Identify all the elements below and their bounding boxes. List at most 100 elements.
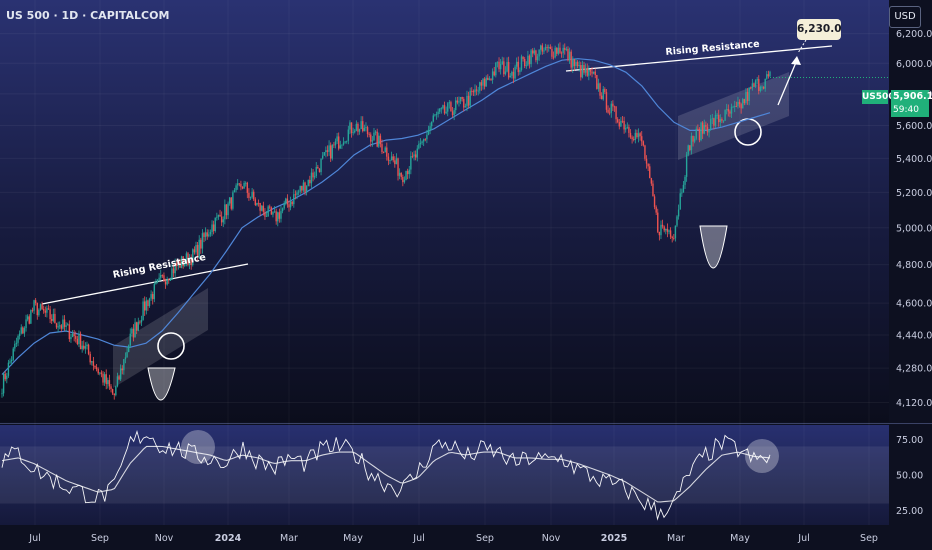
candle bbox=[493, 71, 495, 76]
candle bbox=[265, 216, 268, 217]
candle bbox=[552, 56, 555, 58]
candle bbox=[26, 316, 29, 320]
candle bbox=[689, 145, 691, 151]
candle bbox=[339, 145, 342, 149]
candle bbox=[121, 368, 123, 371]
candle bbox=[196, 244, 199, 257]
candle bbox=[719, 119, 721, 123]
candle bbox=[86, 344, 88, 347]
candle bbox=[496, 61, 499, 63]
candle bbox=[439, 108, 441, 112]
candle bbox=[277, 212, 279, 222]
candle bbox=[753, 83, 755, 87]
candle bbox=[318, 168, 321, 173]
rsi-y-axis[interactable]: 75.00 50.00 25.00 bbox=[0, 435, 923, 517]
candle bbox=[341, 144, 343, 146]
candle bbox=[530, 50, 532, 65]
candle bbox=[599, 83, 601, 96]
y-tick-label: 5,000.0 bbox=[896, 223, 932, 234]
candle bbox=[507, 62, 510, 78]
candle bbox=[297, 191, 300, 193]
candle bbox=[269, 206, 271, 208]
candle bbox=[644, 145, 646, 159]
grid bbox=[0, 33, 889, 404]
candle bbox=[523, 58, 526, 67]
candle bbox=[735, 106, 738, 107]
candle bbox=[203, 233, 205, 237]
candle bbox=[192, 249, 194, 266]
candle bbox=[652, 183, 654, 197]
candle bbox=[724, 109, 726, 121]
candle bbox=[336, 136, 338, 142]
candle bbox=[709, 119, 712, 130]
candle bbox=[285, 198, 287, 204]
candle bbox=[251, 191, 253, 198]
y-tick-label: 4,440.0 bbox=[896, 331, 932, 342]
candle bbox=[236, 183, 239, 186]
candle bbox=[102, 373, 104, 383]
candle bbox=[143, 301, 146, 311]
candle bbox=[703, 124, 705, 134]
candle bbox=[466, 95, 468, 107]
candle bbox=[378, 135, 380, 147]
candle bbox=[147, 300, 149, 307]
candle bbox=[253, 191, 255, 200]
candle bbox=[25, 319, 27, 329]
candle bbox=[270, 207, 273, 215]
candle bbox=[174, 263, 176, 274]
candle bbox=[224, 204, 226, 220]
candle bbox=[243, 183, 245, 189]
rsi-tick-label: 75.00 bbox=[896, 435, 923, 446]
candle bbox=[671, 236, 673, 239]
candle bbox=[379, 135, 382, 145]
candle bbox=[44, 310, 46, 313]
candle bbox=[618, 122, 620, 127]
candle bbox=[381, 144, 383, 153]
candle bbox=[637, 133, 640, 138]
candle bbox=[665, 228, 667, 231]
candle bbox=[761, 86, 763, 88]
candle bbox=[661, 224, 664, 227]
channel-2025 bbox=[678, 72, 789, 160]
candle bbox=[83, 345, 85, 349]
candle bbox=[179, 261, 181, 268]
candle bbox=[326, 150, 329, 152]
candle bbox=[589, 69, 592, 72]
currency-button[interactable]: USD bbox=[889, 6, 921, 28]
candle bbox=[370, 134, 372, 142]
candle bbox=[216, 216, 218, 218]
projection-arrowhead bbox=[791, 56, 801, 65]
candle bbox=[477, 90, 479, 92]
candle bbox=[681, 192, 683, 194]
candle bbox=[366, 127, 369, 135]
candle bbox=[280, 211, 282, 219]
price-pane[interactable] bbox=[0, 0, 889, 422]
candle bbox=[17, 336, 19, 343]
x-tick-label: Mar bbox=[280, 533, 298, 544]
candle bbox=[541, 45, 544, 52]
candle bbox=[328, 145, 330, 152]
candle bbox=[20, 327, 22, 334]
candle bbox=[511, 71, 513, 76]
candle bbox=[557, 47, 560, 54]
candle bbox=[650, 178, 653, 184]
candle bbox=[695, 128, 697, 139]
candle bbox=[464, 106, 467, 108]
candle bbox=[309, 179, 311, 184]
candle bbox=[245, 182, 247, 184]
rsi-pane[interactable] bbox=[0, 425, 889, 525]
candle bbox=[1, 393, 3, 395]
candle bbox=[422, 139, 425, 142]
candle bbox=[535, 50, 537, 61]
x-axis[interactable]: Jul Sep Nov 2024 Mar May Jul Sep Nov 2025 Mar May Ju… bbox=[28, 533, 878, 544]
candle bbox=[634, 132, 637, 140]
candle bbox=[230, 197, 232, 209]
candle bbox=[499, 64, 502, 70]
candle bbox=[655, 206, 657, 213]
candle bbox=[519, 69, 521, 73]
x-tick-label: Sep bbox=[860, 533, 878, 544]
candle bbox=[321, 155, 324, 159]
candle bbox=[653, 196, 656, 207]
candle bbox=[9, 361, 11, 363]
